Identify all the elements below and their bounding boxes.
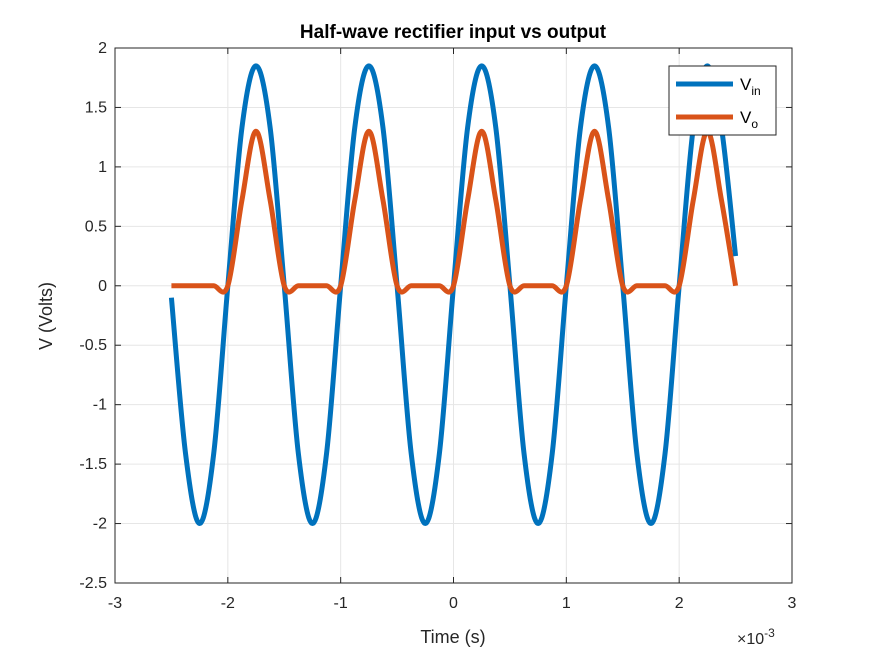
legend-label-vo: Vo xyxy=(740,108,758,131)
series-v-o-line xyxy=(171,128,739,295)
y-tick-label: 0 xyxy=(98,278,107,295)
x-tick-labels: -3 -2 -1 0 1 2 3 xyxy=(108,595,797,612)
y-tick-label: 2 xyxy=(98,40,107,57)
legend: Vin Vo xyxy=(668,65,777,136)
x-tick-label: 3 xyxy=(788,595,797,612)
y-tick-label: -2.5 xyxy=(79,575,107,592)
ticks xyxy=(114,47,793,584)
y-tick-labels: -2.5 -2 -1.5 -1 -0.5 0 0.5 1 1.5 2 xyxy=(79,40,107,592)
y-tick-label: -0.5 xyxy=(79,337,107,354)
x-exponent-label: ×10-3 xyxy=(737,626,775,648)
chart-title: Half-wave rectifier input vs output xyxy=(300,22,607,43)
legend-box xyxy=(668,65,777,136)
x-exponent-power: -3 xyxy=(764,626,775,640)
y-tick-label: 1.5 xyxy=(85,99,107,116)
y-tick-label: -1.5 xyxy=(79,456,107,473)
y-tick-label: 1 xyxy=(98,159,107,176)
x-tick-label: -1 xyxy=(334,595,348,612)
y-axis-label: V (Volts) xyxy=(36,282,56,350)
series-layer xyxy=(168,63,739,527)
y-tick-label: -2 xyxy=(93,516,107,533)
x-tick-label: 1 xyxy=(562,595,571,612)
x-tick-label: -3 xyxy=(108,595,122,612)
x-tick-label: 0 xyxy=(449,595,458,612)
x-exponent-base: ×10 xyxy=(737,631,764,648)
legend-label-vin: Vin xyxy=(740,75,761,98)
x-axis-label: Time (s) xyxy=(420,627,485,647)
y-tick-label: 0.5 xyxy=(85,218,107,235)
y-tick-label: -1 xyxy=(93,397,107,414)
x-tick-label: 2 xyxy=(675,595,684,612)
svg-text:×10-3: ×10-3 xyxy=(737,626,775,648)
x-tick-label: -2 xyxy=(221,595,235,612)
